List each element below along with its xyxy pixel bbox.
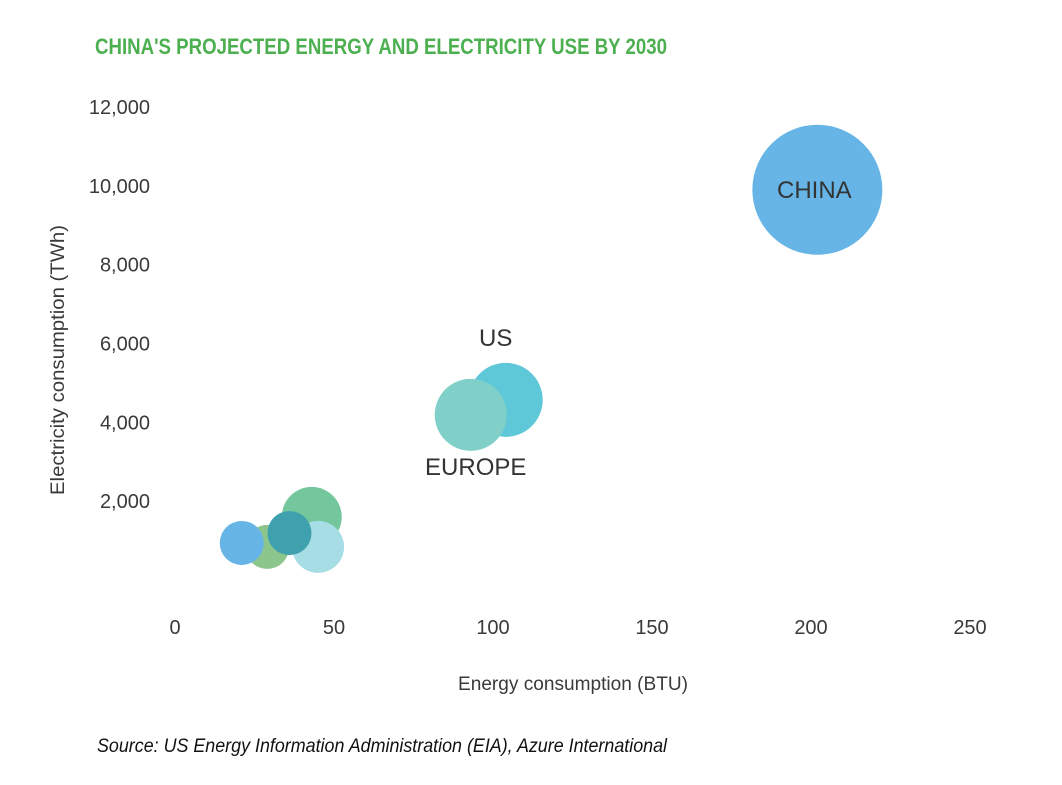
y-tick-label: 4,000 (100, 412, 150, 434)
source-note: Source: US Energy Information Administra… (97, 736, 668, 757)
chart-title: CHINA'S PROJECTED ENERGY AND ELECTRICITY… (95, 34, 667, 59)
y-tick-label: 2,000 (100, 491, 150, 513)
y-tick-label: 6,000 (100, 334, 150, 356)
x-axis-label: Energy consumption (BTU) (458, 674, 688, 695)
y-tick-label: 12,000 (89, 97, 150, 119)
x-tick-label: 250 (953, 617, 986, 639)
bubble-label-china: CHINA (777, 177, 852, 204)
y-tick-label: 10,000 (89, 176, 150, 198)
x-tick-label: 100 (476, 617, 509, 639)
x-tick-label: 0 (169, 617, 180, 639)
y-axis-label: Electricity consumption (TWh) (48, 225, 69, 495)
x-tick-label: 200 (794, 617, 827, 639)
x-tick-label: 50 (323, 617, 345, 639)
bubble-label-europe: EUROPE (425, 454, 526, 481)
bubble-europe (434, 378, 507, 451)
bubble-china (752, 124, 883, 255)
bubble (267, 511, 312, 556)
y-tick-label: 8,000 (100, 255, 150, 277)
bubble (219, 520, 264, 565)
bubble-label-us: US (479, 325, 512, 352)
x-tick-label: 150 (635, 617, 668, 639)
